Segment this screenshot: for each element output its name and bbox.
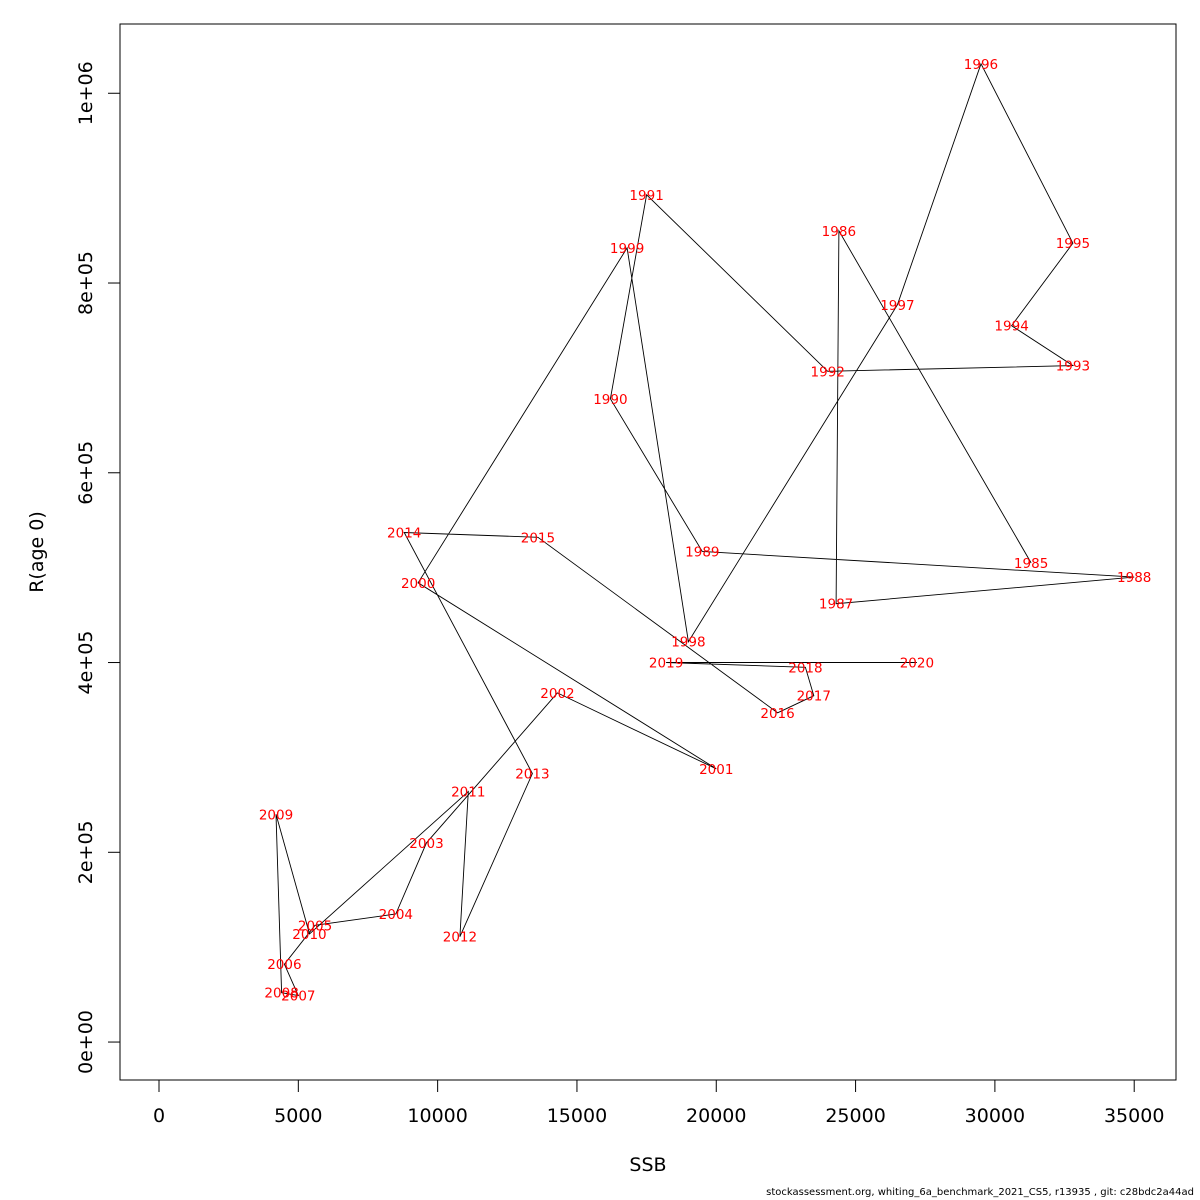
year-label-2009: 2009 [259,807,293,823]
year-label-1996: 1996 [964,57,998,73]
year-label-2008: 2008 [264,986,298,1002]
year-label-2005: 2005 [298,918,332,934]
x-tick-label: 10000 [407,1105,467,1127]
year-label-2007: 2007 [281,989,315,1005]
year-label-2001: 2001 [699,762,733,778]
year-label-2004: 2004 [379,907,413,923]
x-tick-label: 5000 [274,1105,322,1127]
y-tick-label: 8e+05 [75,251,97,315]
x-tick-label: 35000 [1104,1105,1164,1127]
y-tick-label: 0e+00 [75,1010,97,1074]
x-axis-title: SSB [629,1154,666,1176]
year-label-1987: 1987 [819,597,853,613]
year-label-2006: 2006 [267,957,301,973]
y-axis: 0e+00 2e+05 4e+05 6e+05 8e+05 1e+06 [75,61,121,1074]
year-label-2002: 2002 [540,686,574,702]
year-label-2011: 2011 [451,785,485,801]
year-label-2014: 2014 [387,526,421,542]
year-label-1991: 1991 [629,188,663,204]
year-label-2012: 2012 [443,930,477,946]
x-tick-label: 25000 [825,1105,885,1127]
year-label-2020: 2020 [900,656,934,672]
year-label-1998: 1998 [671,635,705,651]
y-tick-label: 4e+05 [75,631,97,695]
year-label-1999: 1999 [610,241,644,257]
year-label-2013: 2013 [515,767,549,783]
year-label-1995: 1995 [1056,236,1090,252]
y-axis-title: R(age 0) [26,511,48,593]
year-label-2000: 2000 [401,576,435,592]
y-tick-label: 6e+05 [75,441,97,505]
year-label-2018: 2018 [788,660,822,676]
year-label-1985: 1985 [1014,556,1048,572]
x-tick-label: 20000 [686,1105,746,1127]
year-label-2003: 2003 [409,836,443,852]
year-label-2010: 2010 [292,927,326,943]
year-label-1997: 1997 [880,298,914,314]
x-tick-label: 0 [153,1105,165,1127]
year-label-2017: 2017 [797,689,831,705]
year-label-2015: 2015 [521,530,555,546]
sr-series [275,62,1135,997]
x-tick-label: 30000 [965,1105,1025,1127]
year-label-2016: 2016 [760,706,794,722]
year-label-1986: 1986 [822,224,856,240]
year-label-1988: 1988 [1117,570,1151,586]
year-label-1993: 1993 [1056,359,1090,375]
y-tick-label: 1e+06 [75,61,97,125]
year-label-1992: 1992 [811,364,845,380]
x-tick-label: 15000 [547,1105,607,1127]
plot-frame [119,23,1177,1081]
year-label-1990: 1990 [593,392,627,408]
x-axis: 0 5000 10000 15000 20000 25000 30000 35000 [153,1079,1164,1127]
year-label-1994: 1994 [994,319,1028,335]
footer-credit: stockassessment.org, whiting_6a_benchmar… [766,1187,1194,1198]
year-label-2019: 2019 [649,656,683,672]
y-tick-label: 2e+05 [75,820,97,884]
year-labels: 1985 1986 1987 1988 1989 1990 1991 1992 1993 1994… [259,57,1152,1005]
sr-trajectory-line [275,62,1135,997]
year-label-1989: 1989 [685,545,719,561]
